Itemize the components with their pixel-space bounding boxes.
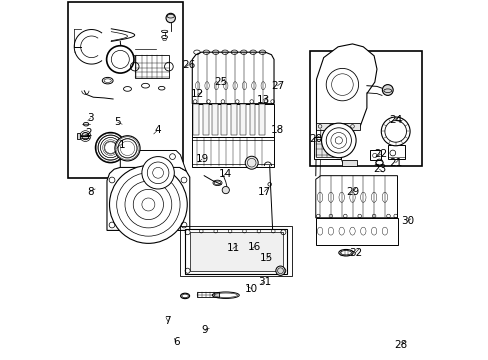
Bar xyxy=(240,104,245,135)
Text: 22: 22 xyxy=(373,149,386,159)
Circle shape xyxy=(222,186,229,194)
Bar xyxy=(221,104,227,135)
Ellipse shape xyxy=(83,122,89,126)
Text: 7: 7 xyxy=(164,316,171,326)
Text: 19: 19 xyxy=(195,154,208,164)
Bar xyxy=(203,104,208,135)
Circle shape xyxy=(95,132,125,163)
Text: 26: 26 xyxy=(182,60,195,70)
Text: 6: 6 xyxy=(172,337,179,347)
Polygon shape xyxy=(315,218,397,245)
Text: 5: 5 xyxy=(114,117,121,127)
Polygon shape xyxy=(185,229,286,274)
Text: 29: 29 xyxy=(345,186,358,197)
Polygon shape xyxy=(192,104,273,137)
Circle shape xyxy=(381,117,409,146)
Text: 3: 3 xyxy=(87,113,94,123)
Text: 20: 20 xyxy=(308,134,322,144)
Circle shape xyxy=(106,46,134,73)
Bar xyxy=(249,104,255,135)
Bar xyxy=(197,292,218,297)
Text: 12: 12 xyxy=(191,89,204,99)
Polygon shape xyxy=(316,44,376,130)
Text: 9: 9 xyxy=(201,325,208,336)
Text: 4: 4 xyxy=(154,125,161,135)
Bar xyxy=(309,51,422,166)
Text: 27: 27 xyxy=(270,81,284,91)
Bar xyxy=(212,104,218,135)
Bar xyxy=(316,139,337,157)
Circle shape xyxy=(81,132,89,140)
Circle shape xyxy=(275,266,285,275)
Text: 13: 13 xyxy=(256,95,269,105)
Polygon shape xyxy=(120,150,186,171)
Polygon shape xyxy=(315,176,397,218)
Bar xyxy=(387,145,404,159)
Polygon shape xyxy=(192,52,273,104)
Circle shape xyxy=(321,123,355,158)
Text: 17: 17 xyxy=(257,186,270,197)
Circle shape xyxy=(166,13,175,23)
Text: 8: 8 xyxy=(87,186,94,197)
Bar xyxy=(230,104,236,135)
Text: 23: 23 xyxy=(372,164,386,174)
Polygon shape xyxy=(107,167,189,230)
Bar xyxy=(77,133,80,139)
Circle shape xyxy=(244,156,258,169)
Text: 11: 11 xyxy=(226,243,239,253)
Circle shape xyxy=(109,166,187,243)
Bar xyxy=(68,2,182,178)
Polygon shape xyxy=(192,137,273,167)
Bar xyxy=(313,137,340,159)
Bar xyxy=(369,150,381,160)
Text: 24: 24 xyxy=(388,114,402,125)
Text: 32: 32 xyxy=(348,248,361,258)
Text: 10: 10 xyxy=(244,284,258,294)
Bar xyxy=(134,55,168,78)
Text: 21: 21 xyxy=(388,158,402,168)
Text: 31: 31 xyxy=(257,276,270,287)
Circle shape xyxy=(142,157,174,189)
Text: 25: 25 xyxy=(214,77,227,87)
Text: 28: 28 xyxy=(394,340,407,350)
Text: 16: 16 xyxy=(247,242,261,252)
Bar xyxy=(258,104,264,135)
Circle shape xyxy=(115,136,140,161)
Bar xyxy=(315,123,359,130)
Text: 1: 1 xyxy=(119,140,125,150)
Text: 30: 30 xyxy=(400,216,413,226)
Bar xyxy=(189,232,282,271)
Text: 14: 14 xyxy=(219,168,232,179)
Circle shape xyxy=(382,85,392,95)
Text: 18: 18 xyxy=(270,125,284,135)
Bar xyxy=(342,160,356,166)
Text: 15: 15 xyxy=(260,253,273,264)
Bar xyxy=(193,104,199,135)
Bar xyxy=(179,226,291,276)
Text: 2: 2 xyxy=(85,128,92,138)
